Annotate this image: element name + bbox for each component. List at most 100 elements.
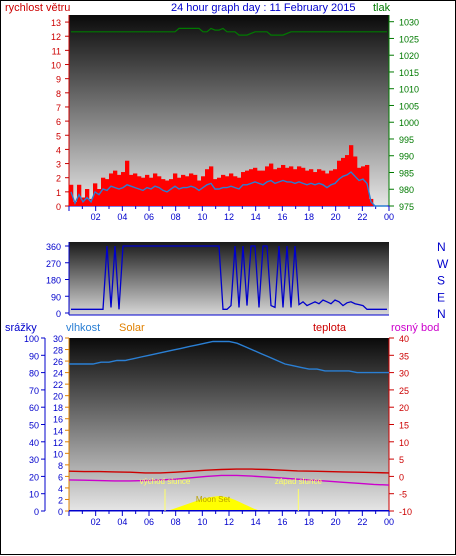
- wind-gust-bar: [165, 180, 170, 206]
- wind-gust-bar: [297, 166, 302, 206]
- wind-gust-bar: [341, 157, 346, 206]
- climate-x-axis-tick-label: 04: [117, 517, 127, 527]
- wind-gust-bar: [201, 176, 206, 206]
- wind-gust-bar: [289, 166, 294, 206]
- wind-gust-bar: [245, 170, 250, 206]
- solar-axis-tick-label: 8: [58, 461, 63, 471]
- temperature-axis-tick-label: 15: [399, 421, 409, 431]
- wind-direction-line: [71, 245, 387, 310]
- wind-gust-bar: [249, 169, 254, 206]
- wind-x-axis-tick-label: 02: [91, 212, 101, 222]
- wind-axis-tick-label: 6: [56, 117, 61, 127]
- wind-gust-bar: [281, 164, 286, 206]
- pressure-axis-tick-label: 1030: [399, 18, 419, 28]
- wind-gust-bar: [133, 173, 138, 206]
- climate-x-axis-tick-label: 22: [357, 517, 367, 527]
- dewpoint-label: rosný bod: [391, 322, 440, 334]
- wind-axis-tick-label: 11: [52, 46, 61, 56]
- wind-gust-bar: [97, 189, 102, 206]
- rain-axis-tick-label: 90: [29, 351, 39, 361]
- wind-gust-bar: [233, 176, 238, 206]
- pressure-axis-tick-label: 1010: [399, 85, 419, 95]
- direction-axis-tick-label: 270: [46, 259, 61, 269]
- wind-gust-bar: [261, 170, 266, 206]
- compass-label: S: [437, 274, 445, 288]
- direction-axis-tick-label: 90: [51, 292, 61, 302]
- wind-gust-bar: [217, 177, 222, 206]
- climate-x-axis-tick-label: 18: [304, 517, 314, 527]
- wind-gust-bar: [329, 170, 334, 206]
- wind-axis-tick-label: 7: [56, 103, 61, 113]
- solar-axis-tick-label: 22: [53, 380, 63, 390]
- wind-gust-bar: [225, 176, 230, 206]
- temperature-axis-tick-label: 35: [399, 351, 409, 361]
- pressure-axis-tick-label: 985: [399, 168, 414, 178]
- wind-x-axis-tick-label: 10: [197, 212, 207, 222]
- wind-gust-bar: [125, 160, 130, 206]
- wind-axis-tick-label: 3: [56, 160, 61, 170]
- wind-gust-bar: [301, 167, 306, 206]
- wind-gust-bar: [169, 179, 174, 206]
- wind-average-line: [70, 171, 387, 207]
- wind-gust-bar: [273, 169, 278, 206]
- wind-gust-bar: [93, 183, 98, 206]
- pressure-label: tlak: [373, 2, 391, 14]
- wind-gust-bar: [357, 167, 362, 206]
- climate-x-axis-tick-label: 06: [144, 517, 154, 527]
- wind-gust-bar: [293, 169, 298, 206]
- rain-axis-tick-label: 10: [29, 490, 39, 500]
- wind-x-axis-tick-label: 14: [251, 212, 261, 222]
- wind-gust-bar: [153, 173, 158, 206]
- wind-gust-bar: [177, 177, 182, 206]
- moon-set-label: Moon Set: [196, 495, 231, 504]
- wind-axis-tick-label: 9: [56, 75, 61, 85]
- wind-gust-bar: [141, 177, 146, 206]
- wind-x-axis-tick-label: 06: [144, 212, 154, 222]
- wind-axis-tick-label: 2: [56, 174, 61, 184]
- wind-gust-bar: [333, 169, 338, 206]
- temperature-line: [68, 468, 390, 474]
- wind-x-axis-tick-label: 22: [357, 212, 367, 222]
- wind-gust-bar: [221, 174, 226, 206]
- wind-gust-bar: [161, 179, 166, 206]
- dewpoint-line: [68, 474, 390, 486]
- direction-axis-tick-label: 180: [46, 276, 61, 286]
- pressure-axis-tick-label: 1005: [399, 101, 419, 111]
- humidity-label: vlhkost: [66, 322, 101, 334]
- wind-gust-bar: [205, 169, 210, 206]
- temperature-axis-tick-label: 20: [399, 403, 409, 413]
- climate-x-axis-tick-label: 10: [197, 517, 207, 527]
- climate-x-axis-tick-label: 20: [331, 517, 341, 527]
- wind-gust-bar: [197, 180, 202, 206]
- solar-label: Solar: [119, 322, 145, 334]
- rain-axis-tick-label: 50: [29, 421, 39, 431]
- solar-axis-tick-label: 0: [58, 507, 63, 517]
- solar-axis-tick-label: 28: [53, 346, 63, 356]
- direction-axis-tick-label: 360: [46, 242, 61, 252]
- solar-axis-tick-label: 2: [58, 495, 63, 505]
- temperature-axis-tick-label: 5: [399, 455, 404, 465]
- solar-axis-tick-label: 4: [58, 484, 63, 494]
- climate-x-axis-tick-label: 12: [224, 517, 234, 527]
- rain-axis-tick-label: 40: [29, 438, 39, 448]
- wind-gust-bar: [213, 179, 218, 206]
- pressure-axis-tick-label: 1020: [399, 51, 419, 61]
- pressure-axis-tick-label: 980: [399, 185, 414, 195]
- wind-gust-bar: [321, 170, 326, 206]
- wind-gust-bar: [181, 174, 186, 206]
- temperature-axis-tick-label: -10: [399, 507, 412, 517]
- wind-gust-bar: [353, 156, 358, 206]
- solar-axis-tick-label: 26: [53, 357, 63, 367]
- compass-label: N: [437, 307, 446, 321]
- wind-axis-tick-label: 5: [56, 131, 61, 141]
- wind-gust-bar: [325, 173, 330, 206]
- solar-area: [69, 496, 389, 511]
- wind-x-axis-tick-label: 18: [304, 212, 314, 222]
- wind-gust-bar: [337, 160, 342, 206]
- wind-axis-tick-label: 12: [51, 32, 61, 42]
- compass-label: N: [437, 240, 446, 254]
- wind-gust-bar: [117, 174, 122, 206]
- wind-axis-tick-label: 4: [56, 145, 61, 155]
- climate-x-axis-tick-label: 08: [171, 517, 181, 527]
